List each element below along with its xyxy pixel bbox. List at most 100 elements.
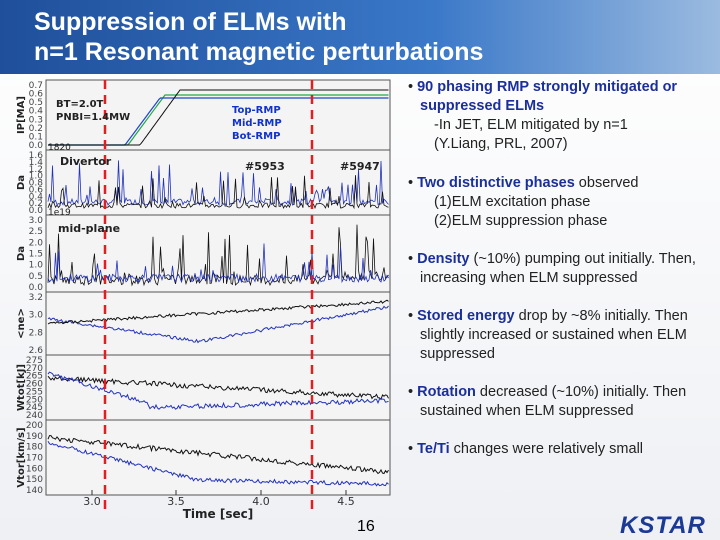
y-tick-label: 2.0 <box>29 238 44 248</box>
y-tick-label: 2.5 <box>29 227 43 237</box>
title-line: Suppression of ELMs with <box>34 8 347 36</box>
y-tick-label: 275 <box>26 356 43 366</box>
panel-ylabel: Da <box>16 246 27 261</box>
annotation: Top-RMP <box>232 105 281 116</box>
y-tick-label: 0.6 <box>29 185 44 195</box>
panel-ylabel: Wtot[kJ] <box>16 364 27 411</box>
y-tick-label: 0.7 <box>29 81 43 91</box>
y-tick-label: 140 <box>26 486 43 496</box>
y-tick-label: 260 <box>26 380 43 390</box>
bullet-sub: (1)ELM excitation phase <box>434 194 591 210</box>
panel-frame <box>45 79 391 151</box>
annotation: 1e19 <box>48 208 71 218</box>
y-tick-label: 0.6 <box>29 90 44 100</box>
annotation: Mid-RMP <box>232 118 282 129</box>
y-tick-label: 0.2 <box>29 199 43 209</box>
y-tick-label: 150 <box>26 475 43 485</box>
bullet-lead: Te/Ti <box>417 441 450 457</box>
bullet-lead: 90 phasing RMP strongly mitigated or sup… <box>417 79 678 114</box>
y-tick-label: 2.6 <box>29 346 44 356</box>
bullet: • Stored energy drop by ~8% initially. T… <box>408 308 688 362</box>
y-tick-label: 1.0 <box>29 261 44 271</box>
panel-ylabel: Da <box>16 175 27 190</box>
y-tick-label: 1.5 <box>29 250 43 260</box>
y-tick-label: 250 <box>26 395 43 405</box>
x-tick-label: 4.0 <box>252 495 270 508</box>
bullet-text: decreased (~10%) initially. Then sustain… <box>420 384 687 419</box>
bullet-text: drop by ~8% initially. Then slightly inc… <box>420 308 688 362</box>
y-tick-label: 3.0 <box>29 311 44 321</box>
bullet-sub: -In JET, ELM mitigated by n=1 <box>434 117 628 133</box>
y-tick-label: 0.8 <box>29 179 44 189</box>
y-tick-label: 265 <box>26 372 43 382</box>
y-tick-label: 3.2 <box>29 293 43 303</box>
bullet: • Rotation decreased (~10%) initially. T… <box>408 384 687 419</box>
bullet-text: changes were relatively small <box>449 441 644 457</box>
x-axis-label: Time [sec] <box>183 507 253 520</box>
y-tick-label: 1.6 <box>29 151 44 161</box>
signal-trace <box>47 371 389 410</box>
y-tick-label: 180 <box>26 443 43 453</box>
title-line: n=1 Resonant magnetic perturbations <box>34 38 484 66</box>
panel-frame <box>45 149 391 216</box>
figure: IP[MA]0.70.60.50.40.30.20.10.0Da1.61.41.… <box>16 79 391 520</box>
y-tick-label: 200 <box>26 421 43 431</box>
y-tick-label: 2.8 <box>29 328 44 338</box>
y-tick-label: 0.0 <box>29 141 44 151</box>
y-tick-label: 0.0 <box>29 206 44 216</box>
title-bar: Suppression of ELMs with n=1 Resonant ma… <box>0 0 720 74</box>
bullet: • Two distinctive phases observed (1)ELM … <box>402 174 714 231</box>
y-tick-label: 0.5 <box>29 98 43 108</box>
annotation: #5953 <box>245 160 285 173</box>
x-tick-label: 3.5 <box>167 495 185 508</box>
bullet-lead: Two distinctive phases <box>417 175 575 191</box>
panel-ylabel: <ne> <box>16 308 27 339</box>
logo: KSTAR <box>620 512 706 539</box>
annotation: BT=2.0T <box>56 99 104 110</box>
y-tick-label: 245 <box>26 403 43 413</box>
bullet-list: • 90 phasing RMP strongly mitigated or s… <box>402 78 714 478</box>
y-tick-label: 240 <box>26 411 43 421</box>
panel-ylabel: IP[MA] <box>16 96 27 134</box>
y-tick-label: 255 <box>26 387 43 397</box>
y-tick-label: 0.4 <box>29 107 44 117</box>
y-tick-label: 3.0 <box>29 216 44 226</box>
y-tick-label: 1.0 <box>29 172 44 182</box>
y-tick-label: 160 <box>26 464 43 474</box>
y-tick-label: 0.5 <box>29 272 43 282</box>
y-tick-label: 0.1 <box>29 132 43 142</box>
bullet-text: (~10%) pumping out initially. Then, incr… <box>420 251 696 286</box>
x-tick-label: 4.5 <box>337 495 355 508</box>
signal-trace <box>47 160 389 207</box>
annotation: 1820 <box>48 143 71 153</box>
bullet-lead: Rotation <box>417 384 476 400</box>
page-number: 16 <box>357 518 375 535</box>
bullet: • Density (~10%) pumping out initially. … <box>408 251 696 286</box>
bullet-text: observed <box>574 175 639 191</box>
y-tick-label: 1.4 <box>29 158 44 168</box>
panel-frame <box>45 291 391 356</box>
y-tick-label: 0.2 <box>29 124 43 134</box>
bullet-lead: Stored energy <box>417 308 515 324</box>
annotation: mid-plane <box>58 222 120 235</box>
bullet-sub: (Y.Liang, PRL, 2007) <box>434 136 568 152</box>
bullet-sub: (2)ELM suppression phase <box>434 213 608 229</box>
bullet-lead: Density <box>417 251 470 267</box>
y-tick-label: 0.0 <box>29 283 44 293</box>
annotation: Bot-RMP <box>232 131 280 142</box>
panel-ylabel: Vtor[km/s] <box>16 427 27 487</box>
signal-trace <box>47 299 389 325</box>
y-tick-label: 270 <box>26 364 43 374</box>
y-tick-label: 190 <box>26 432 43 442</box>
annotation: PNBI=1.4MW <box>56 112 130 123</box>
y-tick-label: 1.2 <box>29 165 43 175</box>
annotation: #5947 <box>340 160 380 173</box>
signal-trace <box>47 375 389 401</box>
bullet: • Te/Ti changes were relatively small <box>408 441 644 457</box>
y-tick-label: 0.3 <box>29 115 43 125</box>
x-tick-label: 3.0 <box>83 495 101 508</box>
y-tick-label: 170 <box>26 454 43 464</box>
y-tick-label: 0.4 <box>29 192 44 202</box>
annotation: Divertor <box>60 155 112 168</box>
